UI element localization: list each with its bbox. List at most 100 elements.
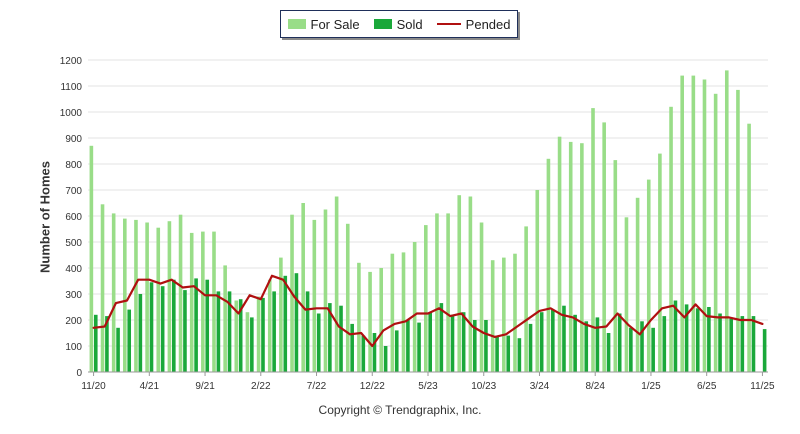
y-tick-label: 400 — [65, 264, 82, 275]
x-tick-label: 5/23 — [418, 381, 438, 392]
for-sale-bar — [724, 70, 729, 373]
sold-bar — [194, 278, 198, 372]
for-sale-bar — [646, 179, 651, 372]
sold-bar — [584, 321, 589, 372]
sold-bar — [495, 335, 499, 372]
sold-bar — [339, 305, 343, 372]
for-sale-bar — [513, 253, 517, 372]
sold-bar — [294, 273, 299, 372]
for-sale-bar — [736, 89, 740, 373]
x-tick-label: 11/20 — [81, 381, 106, 392]
y-tick-label: 0 — [76, 368, 82, 379]
sold-bar — [261, 297, 265, 372]
for-sale-bar — [111, 213, 116, 372]
for-sale-bar — [613, 160, 618, 372]
for-sale-bar — [457, 195, 462, 372]
legend-item-for-sale: For Sale — [287, 17, 360, 32]
for-sale-bar — [747, 123, 751, 372]
for-sale-bar — [557, 136, 562, 372]
sold-bar — [172, 279, 176, 372]
y-axis-label: Number of Homes — [37, 161, 53, 273]
sold-bar — [428, 312, 432, 372]
sold-bar — [606, 333, 611, 372]
sold-bar — [328, 303, 332, 372]
sold-bar — [149, 282, 154, 372]
for-sale-bar — [702, 79, 707, 372]
for-sale-bar — [267, 279, 272, 372]
sold-bar — [695, 308, 700, 372]
for-sale-bar — [424, 225, 428, 372]
sold-bar — [127, 309, 132, 372]
sold-bar — [595, 317, 600, 372]
sold-bar — [93, 314, 98, 372]
for-sale-bar — [279, 257, 283, 372]
legend-item-pended: Pended — [436, 16, 511, 32]
sold-bar — [562, 305, 566, 372]
x-tick-label: 2/22 — [251, 381, 271, 392]
sold-bar — [484, 320, 488, 372]
for-sale-bar — [591, 108, 595, 372]
for-sale-bar — [379, 268, 384, 372]
sold-bar — [740, 316, 745, 372]
sold-bar — [216, 291, 221, 372]
sold-bar — [116, 327, 120, 372]
sold-bar — [350, 323, 354, 372]
for-sale-bar — [156, 227, 161, 372]
for-sale-bar — [134, 219, 138, 372]
legend-label-sold: Sold — [396, 16, 423, 32]
sold-bar — [450, 314, 455, 372]
for-sale-bar — [334, 196, 339, 372]
x-tick-label: 1/25 — [641, 381, 661, 392]
sold-bar — [617, 313, 622, 372]
for-sale-bar — [412, 242, 417, 372]
for-sale-bar — [524, 226, 528, 372]
x-tick-label: 11/25 — [750, 381, 775, 392]
for-sale-bar — [669, 106, 673, 373]
x-tick-label: 7/22 — [307, 381, 327, 392]
sold-bar — [684, 304, 689, 372]
for-sale-bar — [602, 122, 606, 373]
x-tick-label: 6/25 — [697, 381, 717, 392]
for-sale-bar — [401, 252, 406, 372]
sold-bar — [383, 346, 388, 372]
for-sale-bar — [635, 197, 640, 372]
for-sale-bar — [256, 296, 261, 372]
sold-bar — [417, 322, 421, 372]
copyright-credit: Copyright © Trendgraphix, Inc. — [318, 403, 482, 417]
x-tick-label: 3/24 — [530, 381, 550, 392]
sold-bar — [729, 318, 733, 372]
legend-label-pended: Pended — [465, 16, 511, 32]
for-sale-bar — [345, 223, 350, 372]
for-sale-bar — [123, 218, 127, 372]
sold-bar — [316, 313, 321, 372]
for-sale-bar — [212, 231, 216, 372]
y-tick-label: 600 — [65, 212, 82, 223]
for-sale-bar — [89, 145, 94, 372]
sold-bar — [640, 321, 644, 372]
for-sale-bar — [479, 222, 484, 372]
for-sale-bar — [502, 257, 506, 372]
for-sale-bar — [245, 312, 250, 372]
for-sale-bar — [691, 75, 696, 372]
for-sale-bar — [658, 153, 662, 372]
for-sale-bar — [580, 143, 584, 372]
y-tick-label: 700 — [65, 186, 82, 197]
for-sale-bar — [624, 217, 629, 372]
sold-bar — [707, 307, 711, 372]
sold-bar — [506, 335, 511, 372]
pended-swatch — [436, 23, 461, 25]
sold-bar — [573, 314, 577, 372]
x-tick-label: 8/24 — [585, 381, 605, 392]
sold-bar — [517, 338, 522, 372]
sold-bar — [461, 312, 466, 372]
for-sale-bar — [713, 93, 718, 373]
sold-bar — [539, 312, 544, 372]
for-sale-bar — [178, 214, 183, 372]
sold-bar — [551, 309, 555, 372]
for-sale-bar — [568, 141, 573, 372]
sold-bar — [361, 335, 366, 372]
sold-bar — [183, 290, 187, 372]
for-sale-bar — [301, 203, 305, 372]
sold-bar — [662, 316, 667, 372]
pended-line — [92, 274, 764, 348]
